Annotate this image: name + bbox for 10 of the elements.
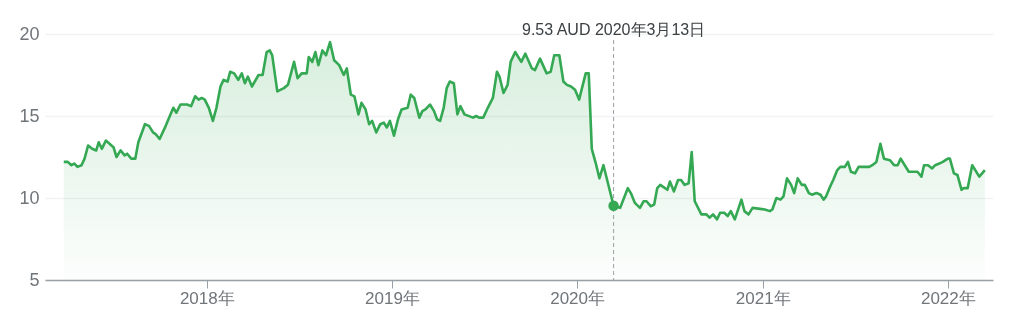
y-tick-label: 5 — [29, 269, 40, 290]
y-tick-label: 15 — [19, 105, 40, 126]
x-tick-label: 2021年 — [735, 288, 791, 308]
x-tick-label: 2019年 — [365, 288, 420, 308]
y-tick-label: 10 — [19, 187, 40, 208]
x-tick-label: 2018年 — [179, 288, 235, 308]
y-tick-label: 20 — [19, 23, 40, 44]
x-tick-label: 2020年 — [550, 288, 605, 308]
x-tick-label: 2022年 — [920, 288, 976, 308]
ref-line-label: 9.53 AUD 2020年3月13日 — [521, 21, 706, 38]
